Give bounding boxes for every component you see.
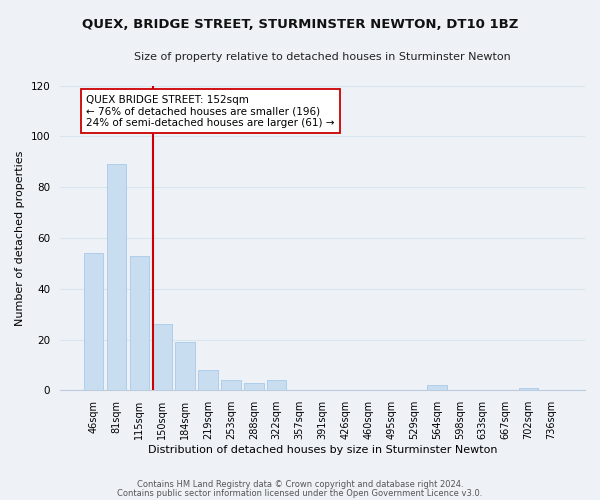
Bar	[152, 324, 172, 390]
Bar	[84, 253, 103, 390]
X-axis label: Distribution of detached houses by size in Sturminster Newton: Distribution of detached houses by size …	[148, 445, 497, 455]
Bar	[130, 256, 149, 390]
Bar	[199, 370, 218, 390]
Title: Size of property relative to detached houses in Sturminster Newton: Size of property relative to detached ho…	[134, 52, 511, 62]
Bar	[427, 386, 446, 390]
Text: Contains HM Land Registry data © Crown copyright and database right 2024.: Contains HM Land Registry data © Crown c…	[137, 480, 463, 489]
Bar	[519, 388, 538, 390]
Text: Contains public sector information licensed under the Open Government Licence v3: Contains public sector information licen…	[118, 488, 482, 498]
Text: QUEX BRIDGE STREET: 152sqm
← 76% of detached houses are smaller (196)
24% of sem: QUEX BRIDGE STREET: 152sqm ← 76% of deta…	[86, 94, 335, 128]
Bar	[244, 382, 263, 390]
Bar	[107, 164, 126, 390]
Bar	[175, 342, 195, 390]
Text: QUEX, BRIDGE STREET, STURMINSTER NEWTON, DT10 1BZ: QUEX, BRIDGE STREET, STURMINSTER NEWTON,…	[82, 18, 518, 30]
Bar	[267, 380, 286, 390]
Y-axis label: Number of detached properties: Number of detached properties	[15, 150, 25, 326]
Bar	[221, 380, 241, 390]
